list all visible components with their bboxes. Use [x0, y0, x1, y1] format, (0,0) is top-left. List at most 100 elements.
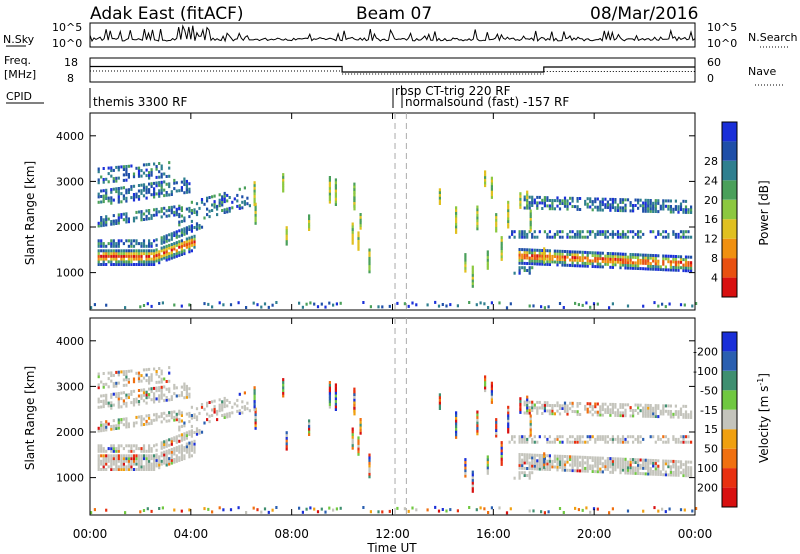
- time-tick-label: 04:00: [174, 527, 209, 541]
- power-cell: [684, 205, 688, 209]
- power-cell: [604, 232, 607, 236]
- power-cell: [637, 201, 640, 205]
- power-cell: [125, 215, 128, 219]
- velocity-cell: [125, 396, 128, 400]
- power-cell: [518, 230, 521, 234]
- velocity-cell: [368, 456, 371, 460]
- power-cell: [339, 301, 342, 305]
- velocity-cell: [629, 463, 632, 467]
- velocity-colorbar-label: Velocity [m s-1]: [756, 373, 771, 463]
- velocity-cell: [589, 410, 592, 414]
- velocity-cell: [148, 447, 151, 451]
- velocity-cell: [664, 409, 667, 413]
- velocity-cell: [563, 401, 567, 405]
- velocity-cell: [328, 386, 331, 390]
- velocity-cell: [150, 373, 153, 377]
- velocity-cell: [155, 458, 158, 462]
- velocity-cell: [173, 439, 176, 442]
- velocity-cell: [198, 429, 201, 432]
- velocity-cell: [596, 507, 599, 511]
- velocity-cell: [589, 405, 592, 409]
- power-cell: [543, 201, 546, 205]
- velocity-cell: [632, 458, 635, 462]
- velocity-cell: [110, 406, 113, 410]
- velocity-cell: [659, 470, 662, 474]
- velocity-cell: [662, 407, 665, 410]
- power-cell: [649, 209, 652, 213]
- power-cell: [127, 175, 130, 179]
- power-cell: [178, 212, 181, 216]
- velocity-cell: [596, 413, 599, 417]
- velocity-cell: [125, 378, 128, 382]
- velocity-cell: [508, 440, 511, 444]
- power-cell: [606, 200, 609, 204]
- power-cell: [145, 254, 148, 258]
- power-cell: [112, 179, 115, 183]
- velocity-cell: [190, 429, 193, 433]
- power-cell: [200, 198, 204, 201]
- velocity-cell: [168, 411, 171, 415]
- velocity-cell: [148, 462, 151, 466]
- velocity-cell: [601, 470, 604, 474]
- velocity-cell: [112, 392, 115, 396]
- velocity-cell: [120, 418, 123, 422]
- power-cell: [353, 193, 356, 197]
- velocity-cell: [160, 414, 163, 418]
- velocity-cell: [97, 386, 100, 390]
- velocity-cell: [120, 468, 123, 471]
- date-title: 08/Mar/2016: [590, 4, 698, 24]
- velocity-cell: [654, 472, 657, 476]
- power-cell: [158, 255, 161, 259]
- power-cell: [604, 197, 607, 201]
- power-cell: [611, 254, 614, 258]
- velocity-cell: [611, 440, 614, 444]
- velocity-cell: [178, 428, 181, 432]
- power-cell: [139, 305, 142, 309]
- power-cell: [122, 197, 125, 201]
- y-tick-label: 3000: [56, 175, 84, 188]
- power-cell: [125, 178, 128, 182]
- velocity-cell: [483, 507, 486, 511]
- velocity-cell: [639, 472, 642, 476]
- velocity-cell: [112, 462, 115, 466]
- velocity-cell: [195, 407, 199, 411]
- velocity-cell: [328, 389, 331, 393]
- power-cell: [388, 304, 391, 308]
- power-cell: [652, 259, 655, 263]
- velocity-cell: [97, 429, 100, 433]
- power-cell: [180, 253, 183, 256]
- power-cell: [548, 199, 551, 202]
- velocity-cell: [112, 447, 115, 451]
- velocity-cell: [541, 456, 544, 460]
- velocity-cell: [97, 375, 100, 379]
- velocity-cell: [115, 465, 118, 469]
- velocity-cell: [132, 454, 136, 458]
- velocity-cell: [334, 386, 337, 390]
- velocity-cell: [180, 438, 183, 442]
- power-cell: [591, 202, 594, 206]
- power-cell: [175, 233, 178, 236]
- power-cell: [574, 250, 577, 254]
- power-cell: [107, 196, 110, 200]
- velocity-cell: [175, 415, 178, 419]
- velocity-cell: [438, 404, 441, 408]
- power-cell: [115, 257, 118, 261]
- power-cell: [455, 209, 458, 212]
- power-cell: [97, 249, 100, 253]
- power-cell: [226, 207, 229, 211]
- velocity-cell: [531, 467, 534, 471]
- velocity-cell: [285, 447, 288, 451]
- velocity-cell: [500, 441, 503, 445]
- power-cell: [611, 263, 614, 267]
- power-cell: [531, 266, 534, 270]
- power-cell: [529, 223, 532, 227]
- power-cell: [107, 249, 110, 253]
- power-cell: [173, 205, 176, 209]
- power-cell: [153, 249, 156, 253]
- power-cell: [687, 210, 690, 214]
- velocity-cell: [621, 463, 625, 467]
- power-cell: [569, 230, 572, 234]
- power-cell: [160, 175, 163, 179]
- velocity-cell: [231, 411, 234, 415]
- power-cell: [629, 253, 632, 256]
